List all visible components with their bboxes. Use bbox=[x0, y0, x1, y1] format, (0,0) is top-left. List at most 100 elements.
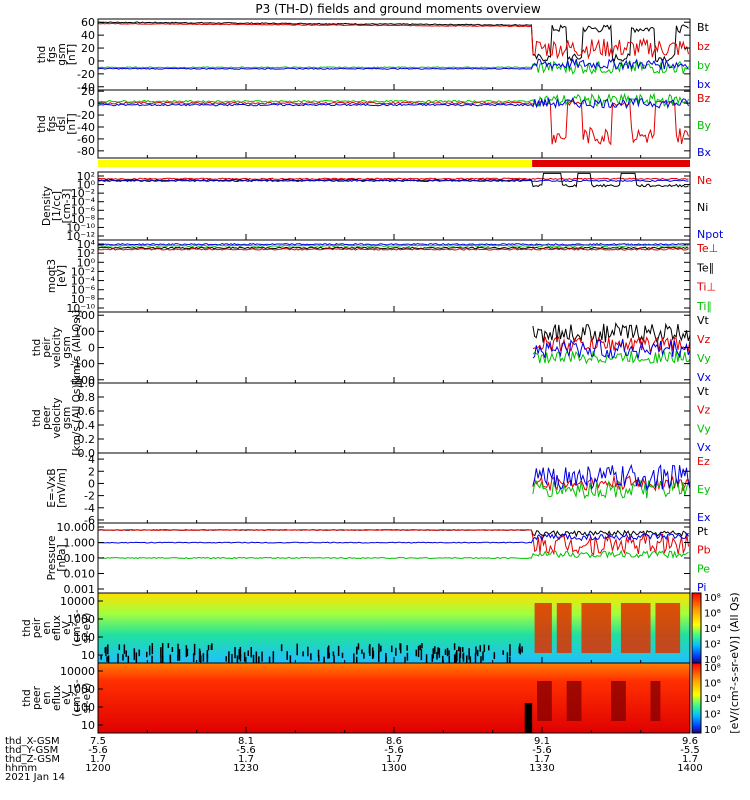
heatmap-noise bbox=[123, 644, 126, 654]
y-tick-label: -4 bbox=[84, 502, 95, 515]
y-tick-label: -20 bbox=[77, 68, 95, 81]
time-row-value: 1230 bbox=[233, 763, 258, 774]
heatmap-noise bbox=[474, 653, 477, 664]
heatmap-noise bbox=[378, 651, 380, 662]
heatmap-noise bbox=[192, 653, 195, 663]
y-axis-label: sr-eV) bbox=[81, 613, 93, 644]
heatmap-noise bbox=[160, 647, 162, 657]
heatmap-noise bbox=[239, 654, 242, 662]
legend-entry: Ni bbox=[697, 201, 708, 214]
heatmap-gap bbox=[524, 703, 533, 733]
legend-entry: Vz bbox=[697, 333, 711, 346]
y-tick-label: 0.100 bbox=[64, 552, 96, 565]
heatmap-noise bbox=[453, 643, 456, 650]
y-tick-label: 10² bbox=[77, 247, 95, 260]
heatmap-noise bbox=[317, 649, 320, 658]
heatmap-noise bbox=[161, 656, 164, 663]
y-tick-label: -100 bbox=[70, 358, 95, 371]
legend-entry: Te∥ bbox=[696, 261, 714, 274]
heatmap-noise bbox=[468, 648, 470, 660]
heatmap-noise bbox=[356, 646, 358, 655]
y-tick-label: 0.2 bbox=[78, 433, 96, 446]
y-axis-label: [nT] bbox=[66, 44, 78, 65]
heatmap-noise bbox=[446, 647, 449, 657]
heatmap-noise bbox=[107, 655, 110, 666]
y-axis-label: gsm bbox=[61, 336, 73, 358]
legend-entry: Ey bbox=[697, 483, 711, 496]
panel-7: 420-2-4-6 E=-VxB[mV/m] Ez Ey Ex bbox=[46, 452, 711, 527]
heatmap-noise bbox=[509, 656, 511, 667]
y-axis-label: eV bbox=[61, 620, 73, 634]
heatmap-noise bbox=[434, 646, 436, 654]
panel-6: 1.00.80.60.40.20.0 thdpeervelocitygsm[km/… bbox=[31, 377, 712, 460]
heatmap-noise bbox=[105, 646, 107, 657]
time-row-label: thd_X-GSM bbox=[5, 736, 60, 747]
legend-entry: Vx bbox=[697, 441, 712, 454]
heatmap-noise bbox=[234, 647, 236, 659]
y-tick-label: 40 bbox=[81, 29, 95, 42]
time-row-value: 1.7 bbox=[238, 754, 254, 765]
heatmap-noise bbox=[448, 655, 451, 668]
y-tick-label: 0 bbox=[88, 342, 95, 355]
mode-segment-1 bbox=[98, 160, 533, 167]
legend-entry: Ex bbox=[697, 511, 711, 524]
heatmap-noise bbox=[480, 656, 482, 663]
series-line-4 bbox=[532, 338, 691, 359]
y-tick-label: 200 bbox=[74, 309, 95, 322]
heatmap-noise bbox=[337, 645, 340, 657]
y-axis-label: moqt3 bbox=[46, 259, 58, 293]
legend-entry: Pe bbox=[697, 562, 710, 575]
heatmap-noise bbox=[151, 643, 154, 655]
heatmap-noise bbox=[506, 652, 509, 664]
colorbar-tick-label: 10² bbox=[704, 710, 721, 721]
heatmap-noise bbox=[268, 656, 271, 667]
series-line-3 bbox=[532, 463, 691, 492]
heatmap-noise bbox=[406, 645, 408, 651]
y-tick-label: -20 bbox=[77, 109, 95, 122]
y-tick-label: 10⁻² bbox=[71, 187, 95, 200]
heatmap-noise bbox=[482, 651, 484, 661]
heatmap-noise bbox=[385, 653, 387, 663]
heatmap-noise bbox=[138, 649, 141, 657]
legend-entry: By bbox=[697, 119, 712, 132]
heatmap-noise bbox=[444, 649, 447, 655]
time-axis: thd_X-GSM 7.5 8.1 8.6 9.1 9.6 thd_Y-GSM -5.6 -5.… bbox=[5, 736, 703, 783]
panel-10: 10000 1000 100 10 thdpeerenefluxeV(cm²-s-sr-… bbox=[21, 662, 691, 734]
y-axis-label: thd bbox=[36, 115, 48, 132]
y-tick-label: -40 bbox=[77, 121, 95, 134]
heatmap-noise bbox=[327, 647, 329, 659]
y-axis-label: [nPa] bbox=[56, 544, 68, 571]
heatmap-noise bbox=[466, 655, 468, 665]
legend-entry: Ti∥ bbox=[696, 300, 712, 313]
heatmap-dark-band bbox=[611, 681, 626, 721]
heatmap-noise bbox=[475, 646, 477, 655]
series-line-4 bbox=[97, 248, 689, 251]
heatmap-noise bbox=[462, 653, 464, 660]
y-tick-label: -6 bbox=[84, 514, 95, 527]
time-row-value: 8.1 bbox=[238, 736, 254, 747]
heatmap-dark-band bbox=[537, 681, 552, 721]
series-line-3 bbox=[97, 96, 689, 110]
heatmap-burst bbox=[581, 603, 612, 653]
series-line-1 bbox=[532, 475, 691, 492]
y-tick-label: -60 bbox=[77, 133, 95, 146]
heatmap-noise bbox=[431, 654, 434, 662]
series-line-3 bbox=[532, 349, 691, 365]
heatmap-noise bbox=[425, 654, 428, 663]
heatmap-noise bbox=[307, 646, 309, 657]
y-tick-label: 0.4 bbox=[78, 419, 96, 432]
heatmap-noise bbox=[122, 654, 124, 661]
colorbar-tick-label: 10⁸ bbox=[704, 663, 721, 674]
heatmap-noise bbox=[148, 645, 151, 656]
y-tick-label: 10⁻² bbox=[71, 265, 95, 278]
panel-3: 10²10⁰10⁻²10⁻⁴10⁻⁶10⁻⁸10⁻¹⁰10⁻¹²Density[… bbox=[41, 170, 724, 243]
heatmap-noise bbox=[236, 655, 239, 665]
heatmap-noise bbox=[258, 656, 260, 663]
series-line-1 bbox=[532, 321, 691, 345]
heatmap-burst bbox=[655, 603, 681, 653]
heatmap-noise bbox=[453, 654, 456, 666]
y-axis-label: thd bbox=[21, 689, 33, 706]
panel-8: 10.000 1.000 0.100 0.010 0.001 Pressure[nPa] P… bbox=[46, 521, 711, 596]
